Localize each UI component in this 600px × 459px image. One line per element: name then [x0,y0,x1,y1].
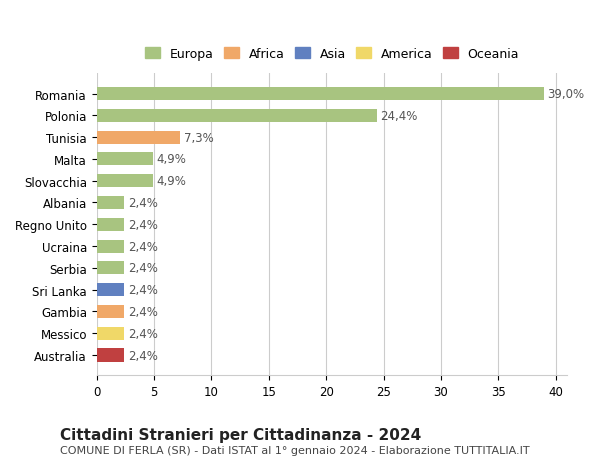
Text: 2,4%: 2,4% [128,218,158,231]
Bar [97,327,124,340]
Bar [97,88,544,101]
Bar [97,349,124,362]
Text: 2,4%: 2,4% [128,349,158,362]
Text: 2,4%: 2,4% [128,196,158,209]
Bar [97,131,181,144]
Bar [97,110,377,123]
Bar [97,305,124,318]
Bar [97,218,124,231]
Text: Cittadini Stranieri per Cittadinanza - 2024: Cittadini Stranieri per Cittadinanza - 2… [60,427,421,442]
Text: 2,4%: 2,4% [128,327,158,340]
Text: 4,9%: 4,9% [157,175,186,188]
Bar [97,262,124,275]
Text: 39,0%: 39,0% [548,88,585,101]
Text: COMUNE DI FERLA (SR) - Dati ISTAT al 1° gennaio 2024 - Elaborazione TUTTITALIA.I: COMUNE DI FERLA (SR) - Dati ISTAT al 1° … [60,445,530,455]
Bar [97,196,124,210]
Bar [97,240,124,253]
Text: 2,4%: 2,4% [128,240,158,253]
Text: 4,9%: 4,9% [157,153,186,166]
Text: 2,4%: 2,4% [128,305,158,318]
Bar [97,153,153,166]
Text: 24,4%: 24,4% [380,110,418,123]
Text: 7,3%: 7,3% [184,131,214,144]
Bar [97,284,124,297]
Bar [97,175,153,188]
Text: 2,4%: 2,4% [128,262,158,275]
Legend: Europa, Africa, Asia, America, Oceania: Europa, Africa, Asia, America, Oceania [141,44,523,65]
Text: 2,4%: 2,4% [128,284,158,297]
